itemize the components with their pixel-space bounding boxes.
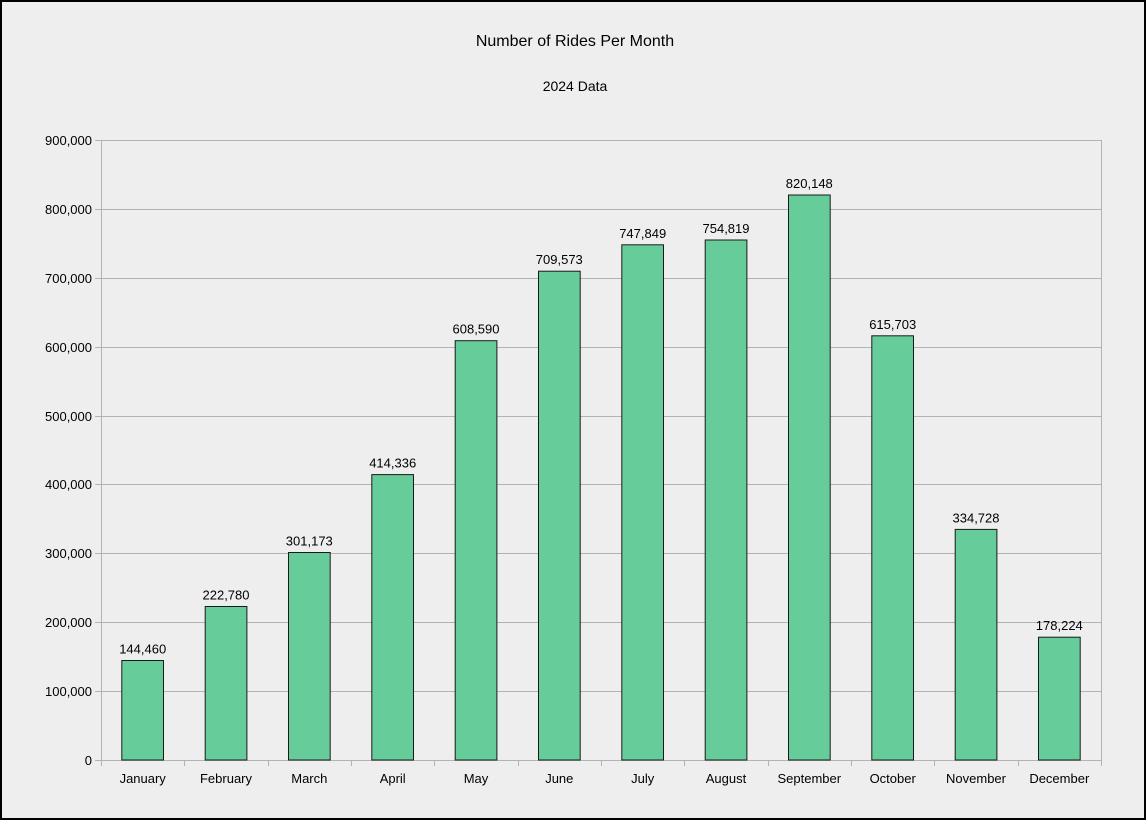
y-axis-ticks: 0 100,000 200,000 300,000 400,000 500,000 600,… — [45, 133, 92, 768]
data-label-july: 747,849 — [619, 226, 666, 241]
bar-september — [788, 194, 831, 761]
bars — [121, 194, 1081, 761]
x-tick-label-march: March — [291, 771, 327, 786]
y-tick-label: 400,000 — [45, 477, 92, 492]
data-label-april: 414,336 — [369, 456, 416, 471]
data-label-september: 820,148 — [786, 176, 833, 191]
data-label-january: 144,460 — [119, 642, 166, 657]
bar-december — [1038, 636, 1081, 761]
x-tick-label-february: February — [200, 771, 253, 786]
data-label-february: 222,780 — [203, 588, 250, 603]
x-axis-ticks: January February March April May June July Augu… — [120, 771, 1090, 786]
bar-march — [288, 552, 331, 761]
x-tick-label-may: May — [464, 771, 489, 786]
bar-april — [371, 474, 414, 761]
x-tick-label-november: November — [946, 771, 1007, 786]
gridlines — [101, 140, 1101, 761]
bar-july — [621, 244, 664, 761]
x-tick-label-december: December — [1029, 771, 1090, 786]
data-label-may: 608,590 — [453, 322, 500, 337]
bar-may — [454, 340, 498, 761]
bar-august — [704, 239, 748, 761]
y-tick-label: 200,000 — [45, 615, 92, 630]
x-tick-label-april: April — [380, 771, 406, 786]
data-label-august: 754,819 — [703, 221, 750, 236]
axes — [95, 140, 1102, 766]
y-tick-label: 500,000 — [45, 409, 92, 424]
x-tick-label-july: July — [631, 771, 655, 786]
data-labels: 144,460 222,780 301,173 414,336 608,590 709,5… — [119, 176, 1083, 657]
y-tick-label: 100,000 — [45, 684, 92, 699]
bar-october — [871, 335, 914, 761]
data-label-december: 178,224 — [1036, 618, 1083, 633]
x-tick-label-august: August — [706, 771, 747, 786]
y-tick-label: 300,000 — [45, 546, 92, 561]
y-tick-label: 0 — [85, 753, 92, 768]
bar-january — [121, 660, 165, 761]
x-tick-label-october: October — [870, 771, 917, 786]
y-tick-label: 700,000 — [45, 271, 92, 286]
bar-june — [538, 270, 581, 761]
chart-title: Number of Rides Per Month — [476, 33, 674, 50]
data-label-november: 334,728 — [953, 510, 1000, 525]
data-label-march: 301,173 — [286, 534, 333, 549]
x-tick-label-january: January — [120, 771, 167, 786]
data-label-june: 709,573 — [536, 252, 583, 267]
x-tick-label-september: September — [778, 771, 842, 786]
y-tick-label: 800,000 — [45, 202, 92, 217]
x-tick-label-june: June — [545, 771, 573, 786]
bar-february — [204, 606, 248, 761]
y-tick-label: 600,000 — [45, 340, 92, 355]
data-label-october: 615,703 — [869, 317, 916, 332]
y-tick-label: 900,000 — [45, 133, 92, 148]
chart-subtitle: 2024 Data — [543, 78, 608, 94]
bar-november — [954, 528, 998, 761]
